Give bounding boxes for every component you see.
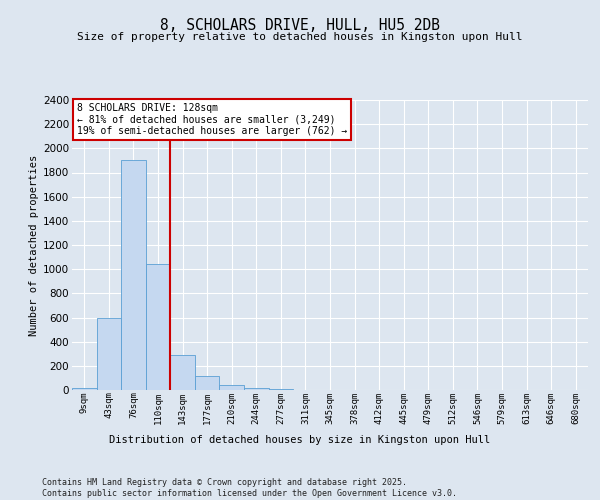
Bar	[220, 386, 244, 390]
Text: 8 SCHOLARS DRIVE: 128sqm
← 81% of detached houses are smaller (3,249)
19% of sem: 8 SCHOLARS DRIVE: 128sqm ← 81% of detach…	[77, 103, 347, 136]
Text: Size of property relative to detached houses in Kingston upon Hull: Size of property relative to detached ho…	[77, 32, 523, 42]
Text: Contains HM Land Registry data © Crown copyright and database right 2025.
Contai: Contains HM Land Registry data © Crown c…	[42, 478, 457, 498]
Text: 8, SCHOLARS DRIVE, HULL, HU5 2DB: 8, SCHOLARS DRIVE, HULL, HU5 2DB	[160, 18, 440, 32]
Bar	[146, 264, 170, 390]
Bar	[170, 355, 195, 390]
Bar	[72, 388, 97, 390]
Text: Distribution of detached houses by size in Kingston upon Hull: Distribution of detached houses by size …	[109, 435, 491, 445]
Bar	[195, 376, 220, 390]
Bar	[121, 160, 146, 390]
Bar	[97, 318, 121, 390]
Y-axis label: Number of detached properties: Number of detached properties	[29, 154, 39, 336]
Bar	[244, 388, 269, 390]
